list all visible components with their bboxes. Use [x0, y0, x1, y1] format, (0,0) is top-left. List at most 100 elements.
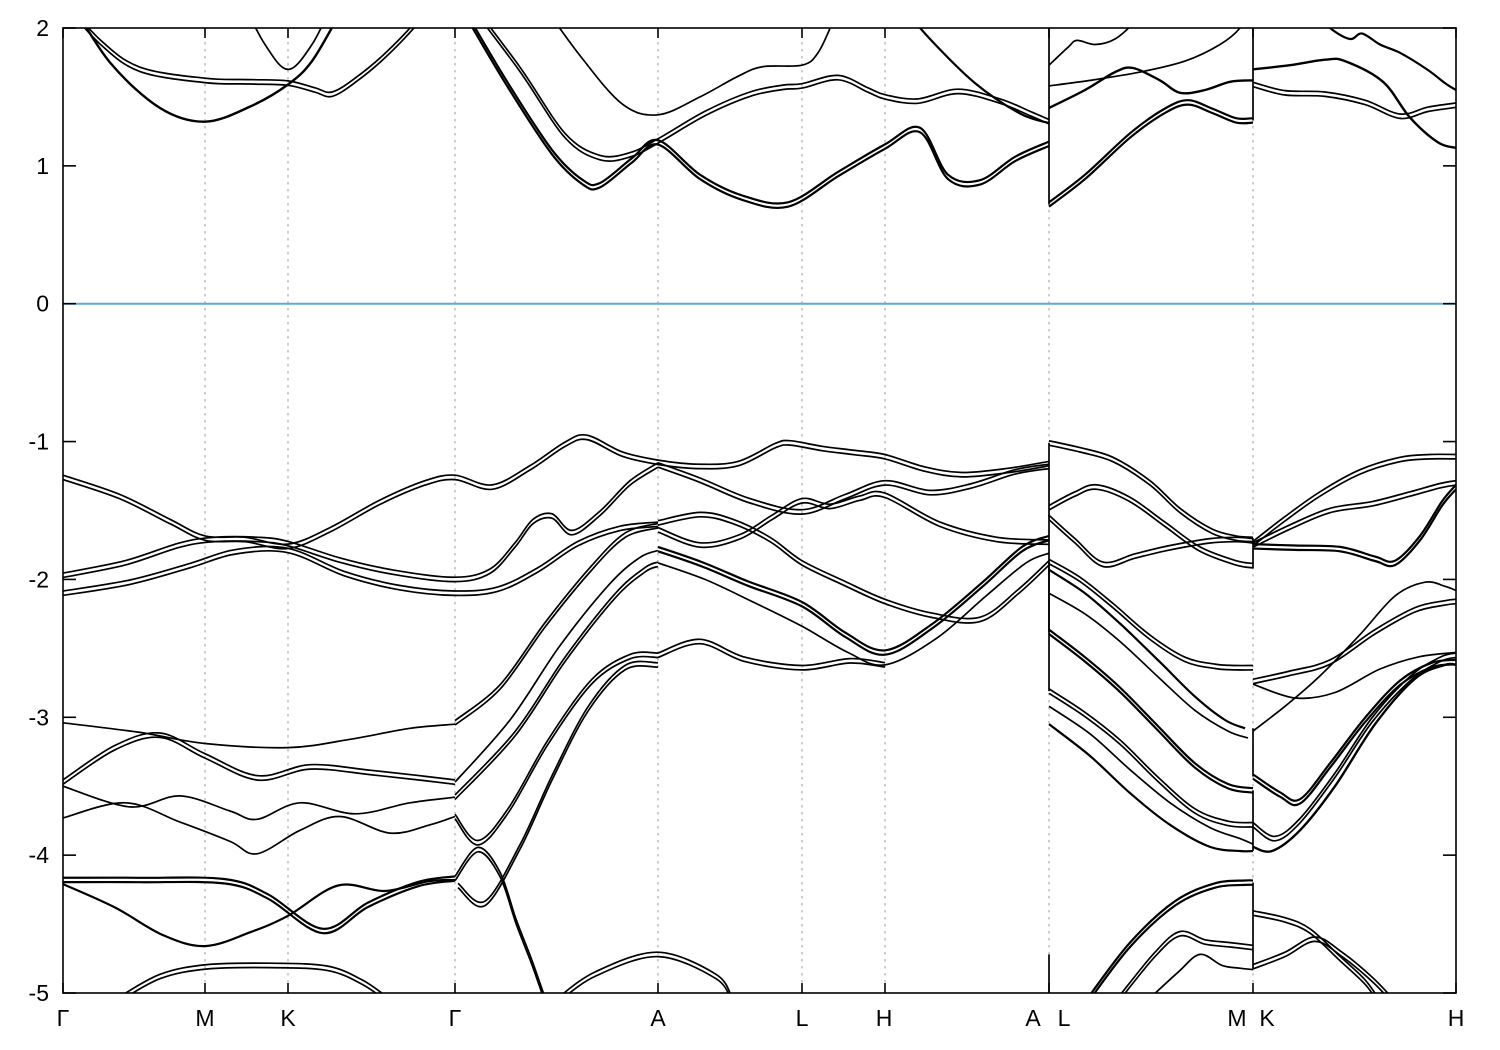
band-line: [63, 721, 456, 749]
x-axis-kpoint-label: Γ: [57, 1005, 70, 1031]
band-line: [1048, 592, 1249, 739]
band-line: [1252, 936, 1389, 993]
band-line: [657, 490, 1050, 544]
band-line: [85, 28, 334, 123]
band-line: [1048, 483, 1254, 565]
band-line: [131, 966, 378, 993]
band-line: [1048, 633, 1254, 794]
band-line: [63, 879, 456, 935]
band-line: [558, 28, 832, 116]
band-line: [63, 462, 659, 579]
band-line: [657, 539, 1050, 656]
band-line: [1154, 953, 1254, 993]
band-line: [1252, 652, 1456, 838]
band-line: [562, 951, 731, 993]
band-line: [918, 28, 1050, 125]
band-line: [454, 655, 659, 846]
band-line: [454, 651, 659, 842]
band-line: [1048, 558, 1254, 667]
band-line: [1252, 598, 1456, 681]
band-line: [1252, 479, 1456, 544]
band-line: [1048, 723, 1254, 853]
band-line: [1048, 628, 1254, 790]
band-line: [1048, 103, 1254, 208]
x-axis-kpoint-label: K: [1259, 1005, 1275, 1031]
band-line: [454, 850, 543, 993]
x-axis-kpoint-label: M: [195, 1005, 214, 1031]
band-line: [1048, 514, 1254, 564]
plot-border: [62, 27, 1457, 994]
x-axis-kpoint-label: L: [796, 1005, 809, 1031]
band-line: [454, 527, 659, 726]
band-line: [454, 565, 659, 801]
band-line: [1252, 453, 1456, 543]
band-line: [1090, 879, 1254, 993]
band-line: [87, 28, 412, 94]
y-axis-tick-label: -5: [29, 980, 49, 1006]
band-line: [657, 466, 1050, 515]
band-line: [63, 736, 456, 786]
band-line: [1048, 444, 1254, 543]
band-line: [63, 878, 456, 948]
band-line: [1048, 692, 1254, 828]
band-line: [63, 521, 659, 592]
band-line: [657, 638, 886, 667]
band-line: [1252, 651, 1456, 700]
band-line: [1252, 910, 1376, 993]
band-line: [657, 552, 1050, 667]
band-line: [657, 495, 1050, 549]
band-line: [63, 731, 456, 781]
x-axis-kpoint-label: L: [1058, 1005, 1071, 1031]
band-line: [1252, 940, 1385, 993]
band-line: [1048, 568, 1246, 730]
band-line: [63, 801, 456, 855]
band-line: [457, 660, 659, 904]
band-line: [454, 561, 659, 796]
band-line: [1120, 930, 1254, 993]
band-line: [1252, 457, 1456, 547]
band-line: [657, 511, 1050, 620]
band-line: [1252, 602, 1456, 685]
band-line: [63, 466, 659, 583]
y-axis-tick-label: 0: [36, 291, 49, 317]
band-line: [473, 28, 1050, 205]
band-line: [454, 846, 545, 993]
band-line: [486, 28, 1050, 162]
band-line: [1252, 581, 1456, 732]
band-line: [1252, 57, 1456, 150]
band-line: [1252, 484, 1456, 563]
band-line: [471, 28, 1050, 210]
x-axis-kpoint-label: A: [1025, 1005, 1041, 1031]
band-line: [1252, 656, 1456, 842]
band-line: [1093, 883, 1254, 993]
band-line: [1048, 705, 1254, 845]
band-line: [1124, 934, 1254, 993]
band-line: [63, 438, 1050, 550]
band-line: [63, 433, 1050, 546]
band-line: [1048, 99, 1254, 204]
x-axis-kpoint-label: M: [1227, 1005, 1246, 1031]
band-line: [657, 534, 1050, 652]
band-line: [1048, 518, 1254, 568]
band-line: [657, 462, 1050, 511]
band-line: [454, 522, 659, 722]
band-line: [1048, 562, 1254, 671]
band-line: [254, 28, 323, 71]
band-line: [457, 665, 659, 908]
band-line: [1252, 81, 1456, 115]
band-line: [63, 875, 456, 930]
band-line: [1048, 28, 1130, 66]
band-line: [1048, 66, 1254, 110]
band-line: [1328, 28, 1456, 91]
x-axis-kpoint-label: H: [876, 1005, 893, 1031]
band-line: [568, 955, 730, 993]
y-axis-tick-label: 2: [36, 15, 49, 41]
x-axis-kpoint-label: Γ: [449, 1005, 462, 1031]
band-line: [657, 515, 1050, 624]
band-line: [83, 28, 416, 98]
y-axis-tick-label: 1: [36, 153, 49, 179]
band-line: [1048, 488, 1254, 569]
band-line: [1252, 662, 1456, 853]
